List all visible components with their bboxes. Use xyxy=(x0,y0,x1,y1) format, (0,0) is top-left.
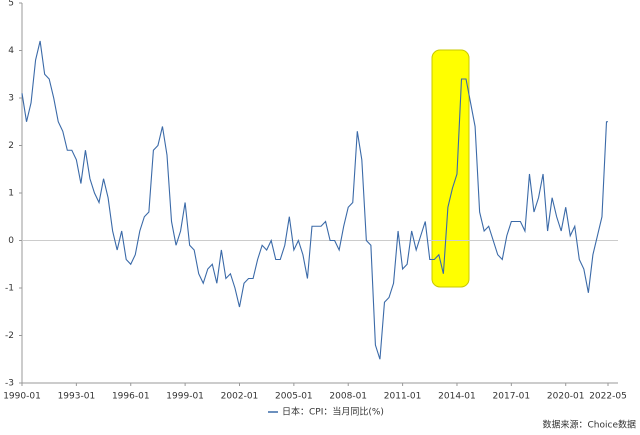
y-tick-label: 2 xyxy=(8,141,14,151)
x-tick-label: 2005-01 xyxy=(275,392,313,402)
x-tick-label: 1999-01 xyxy=(166,392,204,402)
legend-label: 日本：CPI：当月同比(%) xyxy=(282,406,384,418)
x-tick-label: 2020-01 xyxy=(547,392,585,402)
x-tick-label: 2022-05 xyxy=(589,392,627,402)
x-tick-label: 2014-01 xyxy=(438,392,476,402)
y-tick-label: -1 xyxy=(5,284,14,294)
y-tick-label: 4 xyxy=(8,46,14,56)
y-tick-label: -3 xyxy=(5,379,14,389)
y-tick-label: 5 xyxy=(8,0,14,9)
data-line xyxy=(21,40,608,360)
y-tick-label: 1 xyxy=(8,189,14,199)
x-tick-label: 1993-01 xyxy=(58,392,96,402)
y-tick-label: 0 xyxy=(8,236,14,246)
y-tick-label: -2 xyxy=(5,331,14,341)
x-tick-label: 2017-01 xyxy=(493,392,531,402)
x-tick-label: 2008-01 xyxy=(329,392,367,402)
x-tick-label: 2002-01 xyxy=(221,392,259,402)
x-tick-label: 1996-01 xyxy=(112,392,150,402)
x-tick-label: 2011-01 xyxy=(384,392,422,402)
y-tick-label: 3 xyxy=(8,94,14,104)
source-note: 数据来源：Choice数据 xyxy=(543,419,636,431)
highlight-box xyxy=(431,49,470,288)
x-tick-label: 1990-01 xyxy=(3,392,41,402)
